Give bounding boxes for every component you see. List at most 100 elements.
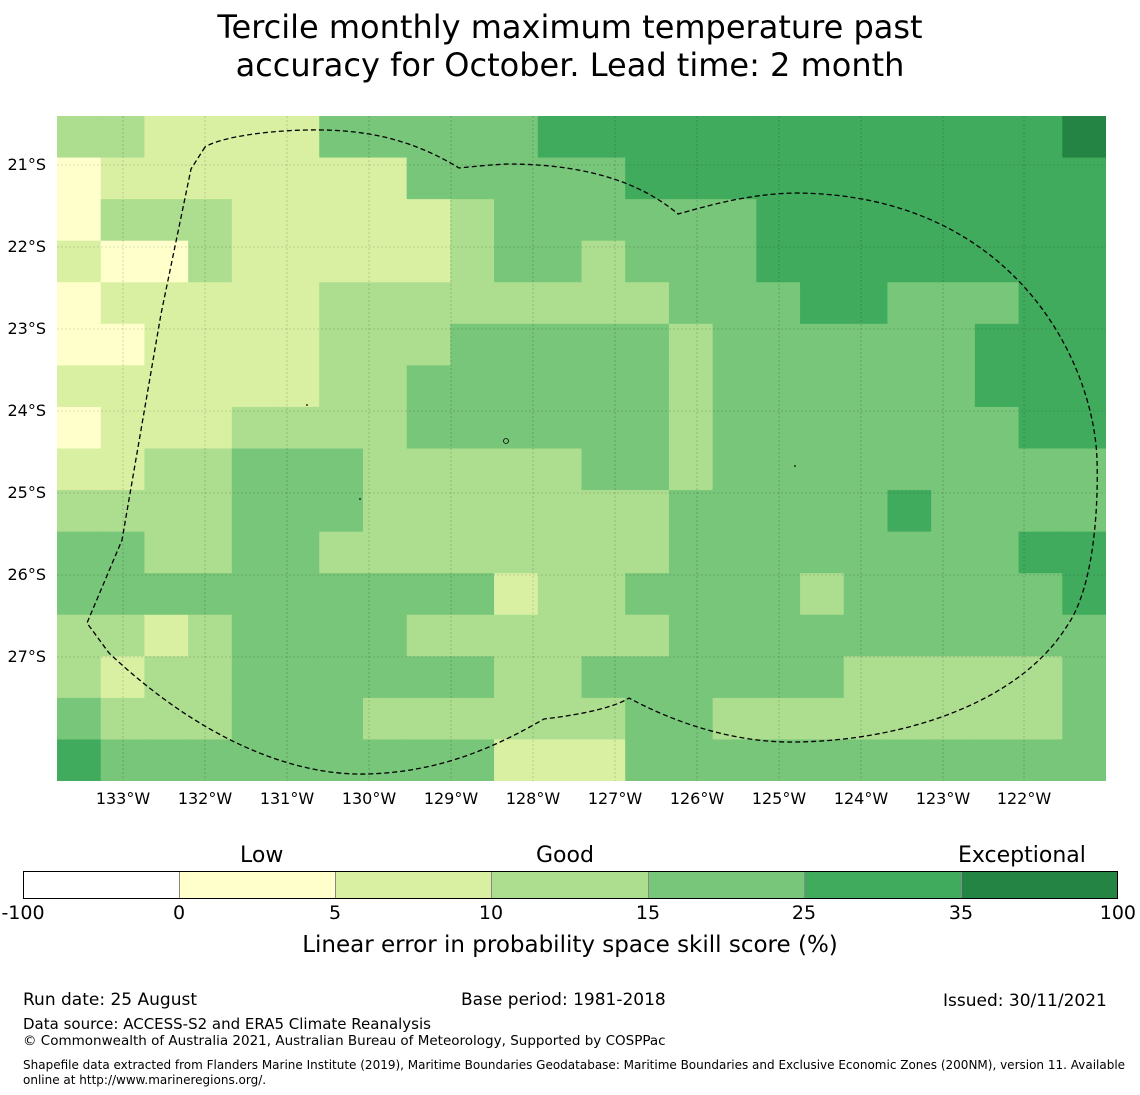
heatmap-cell: [668, 531, 714, 574]
heatmap-cell: [712, 323, 757, 366]
heatmap-cell: [537, 240, 583, 283]
heatmap-cell: [406, 157, 451, 200]
heatmap-cell: [319, 614, 364, 657]
heatmap-cell: [362, 656, 408, 699]
colorbar-segment-5-10: [335, 871, 492, 899]
heatmap-cell: [450, 365, 495, 408]
heatmap-cell: [406, 323, 451, 366]
heatmap-cell: [931, 199, 976, 242]
heatmap-cell: [974, 116, 1020, 159]
heatmap-cell: [625, 323, 670, 366]
base-period: Base period: 1981-2018: [461, 990, 666, 1010]
heatmap-cell: [100, 448, 146, 491]
heatmap-cell: [100, 697, 146, 741]
heatmap-cell: [581, 240, 626, 283]
heatmap-cell: [800, 406, 845, 450]
heatmap-cell: [974, 656, 1020, 699]
heatmap-cell: [712, 614, 757, 657]
heatmap-cell: [406, 116, 451, 159]
heatmap-cell: [100, 656, 146, 699]
heatmap-cell: [1062, 656, 1106, 699]
heatmap-cell: [931, 739, 976, 781]
heatmap-cell: [887, 656, 932, 699]
heatmap-cell: [144, 614, 189, 657]
heatmap-cell: [231, 365, 277, 408]
heatmap-cell: [800, 614, 845, 657]
heatmap-cell: [275, 656, 320, 699]
heatmap-cell: [1018, 531, 1063, 574]
heatmap-cell: [974, 323, 1020, 366]
heatmap-cell: [581, 406, 626, 450]
heatmap-cell: [1062, 157, 1106, 200]
heatmap-cell: [625, 365, 670, 408]
heatmap-cell: [275, 573, 320, 616]
heatmap-cell: [974, 240, 1020, 283]
heatmap-cell: [756, 531, 801, 574]
heatmap-cell: [537, 323, 583, 366]
heatmap-cell: [362, 573, 408, 616]
heatmap-cell: [450, 739, 495, 781]
heatmap-cell: [712, 406, 757, 450]
lon-label-127w: 127°W: [587, 789, 643, 808]
heatmap-cell: [974, 199, 1020, 242]
heatmap-cell: [231, 490, 277, 533]
heatmap-cell: [887, 614, 932, 657]
heatmap-cell: [362, 406, 408, 450]
heatmap-cell: [319, 490, 364, 533]
heatmap-cell: [144, 531, 189, 574]
heatmap-cell: [494, 739, 539, 781]
heatmap-cell: [231, 282, 277, 325]
heatmap-cell: [756, 240, 801, 283]
heatmap-cell: [756, 490, 801, 533]
heatmap-cell: [1018, 406, 1063, 450]
heatmap-cell: [712, 157, 757, 200]
heatmap-cell: [275, 490, 320, 533]
heatmap-cell: [668, 365, 714, 408]
heatmap-cell: [450, 240, 495, 283]
heatmap-cell: [362, 531, 408, 574]
heatmap-cell: [1018, 614, 1063, 657]
heatmap-cell: [537, 739, 583, 781]
heatmap-cell: [1018, 697, 1063, 741]
heatmap-cell: [494, 614, 539, 657]
heatmap-cell: [931, 573, 976, 616]
heatmap-cell: [537, 406, 583, 450]
heatmap-cell: [1018, 199, 1063, 242]
heatmap-cell: [581, 739, 626, 781]
heatmap-cell: [756, 656, 801, 699]
heatmap-cell: [625, 697, 670, 741]
heatmap-cell: [275, 323, 320, 366]
lat-label-22s: 22°S: [7, 237, 46, 256]
heatmap-cell: [231, 323, 277, 366]
heatmap-cell: [406, 199, 451, 242]
heatmap-cell: [931, 406, 976, 450]
heatmap-cell: [188, 490, 233, 533]
heatmap-cell: [100, 323, 146, 366]
heatmap-cell: [625, 739, 670, 781]
heatmap-cell: [1062, 199, 1106, 242]
colorbar-tick-25: 25: [791, 902, 817, 924]
heatmap-cell: [537, 573, 583, 616]
heatmap-cell: [974, 531, 1020, 574]
heatmap-cell: [319, 365, 364, 408]
lon-label-132w: 132°W: [177, 789, 233, 808]
heatmap-cell: [188, 323, 233, 366]
heatmap-cell: [931, 157, 976, 200]
heatmap-cell: [450, 531, 495, 574]
heatmap-cell: [406, 406, 451, 450]
heatmap-cell: [931, 448, 976, 491]
heatmap-cell: [668, 490, 714, 533]
heatmap-cell: [537, 614, 583, 657]
heatmap-cell: [275, 157, 320, 200]
heatmap-cell: [974, 282, 1020, 325]
colorbar-segment-15-25: [648, 871, 805, 899]
heatmap-cell: [319, 406, 364, 450]
heatmap-cell: [494, 323, 539, 366]
lat-label-27s: 27°S: [7, 647, 46, 666]
heatmap-cell: [712, 531, 757, 574]
colorbar-segment-10-15: [491, 871, 649, 899]
heatmap-cell: [231, 406, 277, 450]
heatmap-cell: [494, 282, 539, 325]
heatmap-cell: [668, 406, 714, 450]
heatmap-cell: [800, 573, 845, 616]
